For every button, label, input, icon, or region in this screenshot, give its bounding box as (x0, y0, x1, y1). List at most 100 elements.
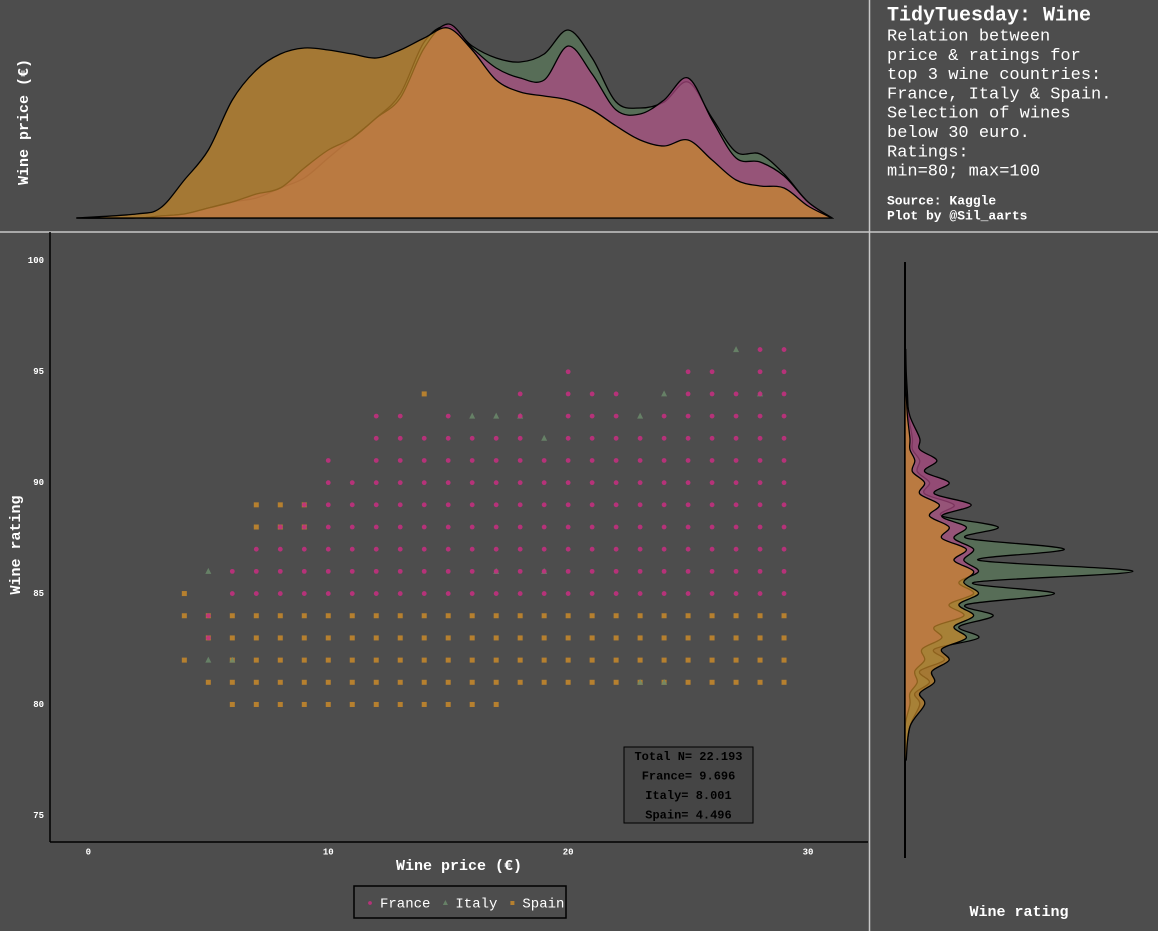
point (325, 524, 331, 530)
point (517, 480, 523, 486)
point (757, 546, 763, 552)
point (253, 613, 259, 619)
point (589, 613, 595, 619)
point (445, 480, 451, 486)
y-axis-label: Wine price (€) (16, 59, 33, 185)
point (781, 679, 787, 685)
point (565, 546, 571, 552)
point (757, 679, 763, 685)
point (325, 657, 331, 663)
point (469, 679, 475, 685)
point (373, 413, 379, 419)
point (277, 502, 283, 508)
point (421, 568, 427, 574)
point (469, 480, 475, 486)
point (781, 591, 787, 596)
point (685, 480, 691, 486)
point (565, 480, 571, 486)
point (589, 502, 595, 508)
point (781, 657, 787, 663)
x-tick-label: 0 (86, 847, 91, 857)
point (733, 458, 739, 463)
point (517, 435, 523, 441)
point (469, 502, 475, 508)
point (613, 657, 619, 663)
point (661, 568, 667, 574)
point (589, 679, 595, 685)
point (421, 480, 427, 486)
point (733, 657, 739, 663)
point (637, 613, 643, 619)
legend-box (353, 885, 567, 919)
point (349, 568, 355, 574)
point (709, 435, 715, 441)
point (613, 524, 619, 530)
point (349, 502, 355, 508)
x-tick-label: 10 (323, 847, 334, 857)
point (493, 502, 499, 508)
annotation-text: Italy= 8.001 (645, 789, 731, 803)
point (277, 568, 283, 574)
point (229, 701, 235, 707)
point (469, 546, 475, 552)
point (781, 546, 787, 552)
point (757, 568, 763, 574)
point (565, 413, 571, 419)
point (325, 701, 331, 707)
point (637, 458, 643, 463)
point (637, 678, 644, 685)
point (709, 502, 715, 508)
x-tick-label: 30 (803, 847, 814, 857)
point (757, 613, 763, 619)
point (445, 701, 451, 707)
point (397, 568, 403, 574)
point (685, 679, 691, 685)
point (445, 657, 451, 663)
point (445, 635, 451, 641)
point (277, 635, 283, 641)
point (661, 435, 667, 441)
y-tick-label: 90 (33, 478, 44, 488)
point (709, 546, 715, 552)
point (493, 701, 499, 707)
point (709, 524, 715, 530)
point (445, 546, 451, 552)
point (397, 635, 403, 641)
point (541, 546, 547, 552)
point (517, 546, 523, 552)
legend-marker (368, 901, 372, 905)
point (781, 502, 787, 508)
point (373, 524, 379, 530)
point (637, 568, 643, 574)
point (445, 435, 451, 441)
point (541, 502, 547, 508)
point (445, 591, 451, 596)
point (757, 591, 763, 596)
point (421, 546, 427, 552)
point (373, 657, 379, 663)
point (685, 524, 691, 530)
point (253, 635, 259, 641)
point (541, 657, 547, 663)
point (685, 435, 691, 441)
point (397, 413, 403, 419)
point (685, 502, 691, 508)
point (445, 679, 451, 685)
point (733, 413, 739, 419)
point (781, 613, 787, 619)
point (517, 635, 523, 641)
point (397, 480, 403, 486)
point (661, 524, 667, 530)
point (517, 657, 523, 663)
point (229, 679, 235, 685)
point (733, 591, 739, 596)
point (613, 568, 619, 574)
point (301, 679, 307, 685)
point (349, 657, 355, 663)
point (181, 657, 187, 663)
point (613, 413, 619, 419)
point (493, 458, 499, 463)
point (709, 591, 715, 596)
point (637, 657, 643, 663)
point (397, 502, 403, 508)
